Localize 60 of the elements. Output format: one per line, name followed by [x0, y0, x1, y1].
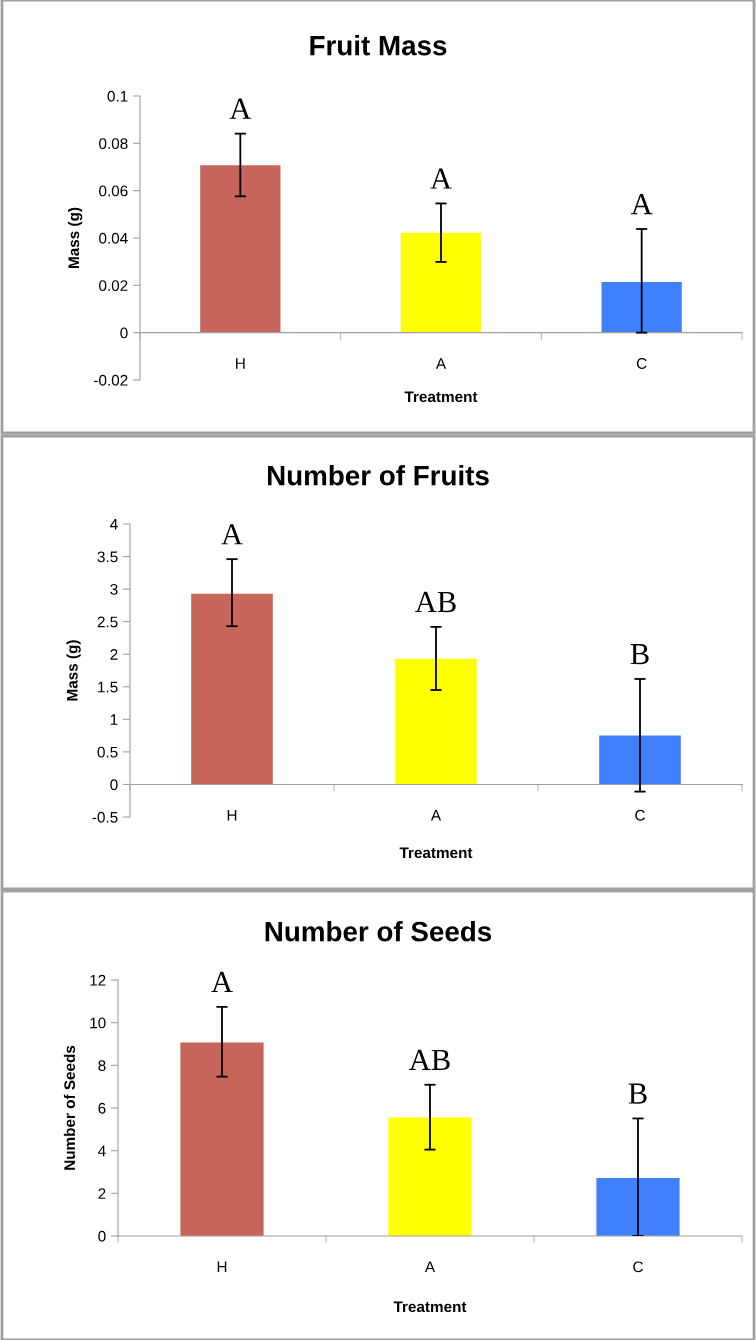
x-tick-label: H [236, 358, 245, 369]
y-tick-label: 2 [110, 649, 118, 660]
x-tick-label: H [217, 1261, 227, 1273]
y-tick-label: 1.5 [98, 681, 118, 693]
y-tick-label: 6 [98, 1102, 106, 1114]
bar [596, 1177, 680, 1236]
y-tick-label: -0.5 [92, 811, 118, 823]
y-tick-label: 0 [110, 779, 118, 791]
chart-title: Fruit Mass [310, 35, 447, 56]
annotation: B [628, 1083, 647, 1104]
annotation: A [430, 168, 452, 189]
annotation: A [630, 193, 653, 215]
y-tick-label: 0.02 [99, 280, 128, 292]
y-axis-title: Number of Seeds [63, 1045, 76, 1170]
annotation: AB [415, 591, 456, 613]
x-tick-label: A [424, 1261, 436, 1273]
x-tick-label: H [227, 810, 237, 821]
x-axis-title: Treatment [404, 391, 478, 403]
y-tick-label: 0.08 [99, 138, 128, 150]
y-tick-label: 4 [98, 1145, 106, 1157]
y-tick-label: -0.02 [94, 374, 128, 386]
bar [191, 593, 273, 785]
y-tick-label: 0.06 [99, 185, 128, 197]
y-tick-label: 0.5 [97, 746, 118, 758]
y-tick-label: 3 [110, 583, 118, 595]
x-axis-title: Treatment [393, 1301, 467, 1313]
annotation: AB [409, 1049, 450, 1070]
y-axis-title: Mass (g) [66, 640, 81, 701]
annotation: A [211, 971, 233, 993]
x-tick-label: C [636, 358, 647, 369]
x-tick-label: A [435, 358, 447, 369]
y-tick-label: 0.1 [107, 90, 128, 102]
x-tick-label: C [635, 809, 645, 821]
y-tick-label: 10 [90, 1017, 106, 1029]
annotation: B [630, 644, 649, 665]
y-tick-label: 0.04 [99, 232, 128, 244]
y-tick-label: 12 [90, 974, 106, 986]
x-tick-label: A [430, 810, 442, 821]
y-axis-title: Mass (g) [67, 207, 83, 268]
y-tick-label: 0 [98, 1230, 106, 1242]
x-tick-label: C [633, 1261, 643, 1273]
bar [388, 1117, 472, 1236]
bar [599, 735, 681, 785]
y-tick-label: 0 [120, 327, 128, 339]
y-tick-label: 1 [110, 714, 118, 725]
y-tick-label: 2 [98, 1188, 106, 1199]
y-tick-label: 2.5 [97, 616, 118, 628]
bar [601, 282, 682, 333]
annotation: A [229, 98, 252, 119]
bar [180, 1042, 264, 1236]
bar [395, 658, 477, 785]
bar [200, 165, 281, 333]
annotation: A [221, 524, 243, 545]
chart-title: Number of Fruits [267, 465, 489, 486]
bar [400, 232, 482, 333]
y-tick-label: 3.5 [97, 551, 118, 563]
chart-title: Number of Seeds [265, 921, 492, 942]
y-tick-label: 4 [110, 519, 118, 530]
x-axis-title: Treatment [399, 847, 473, 859]
y-tick-label: 8 [98, 1060, 106, 1072]
